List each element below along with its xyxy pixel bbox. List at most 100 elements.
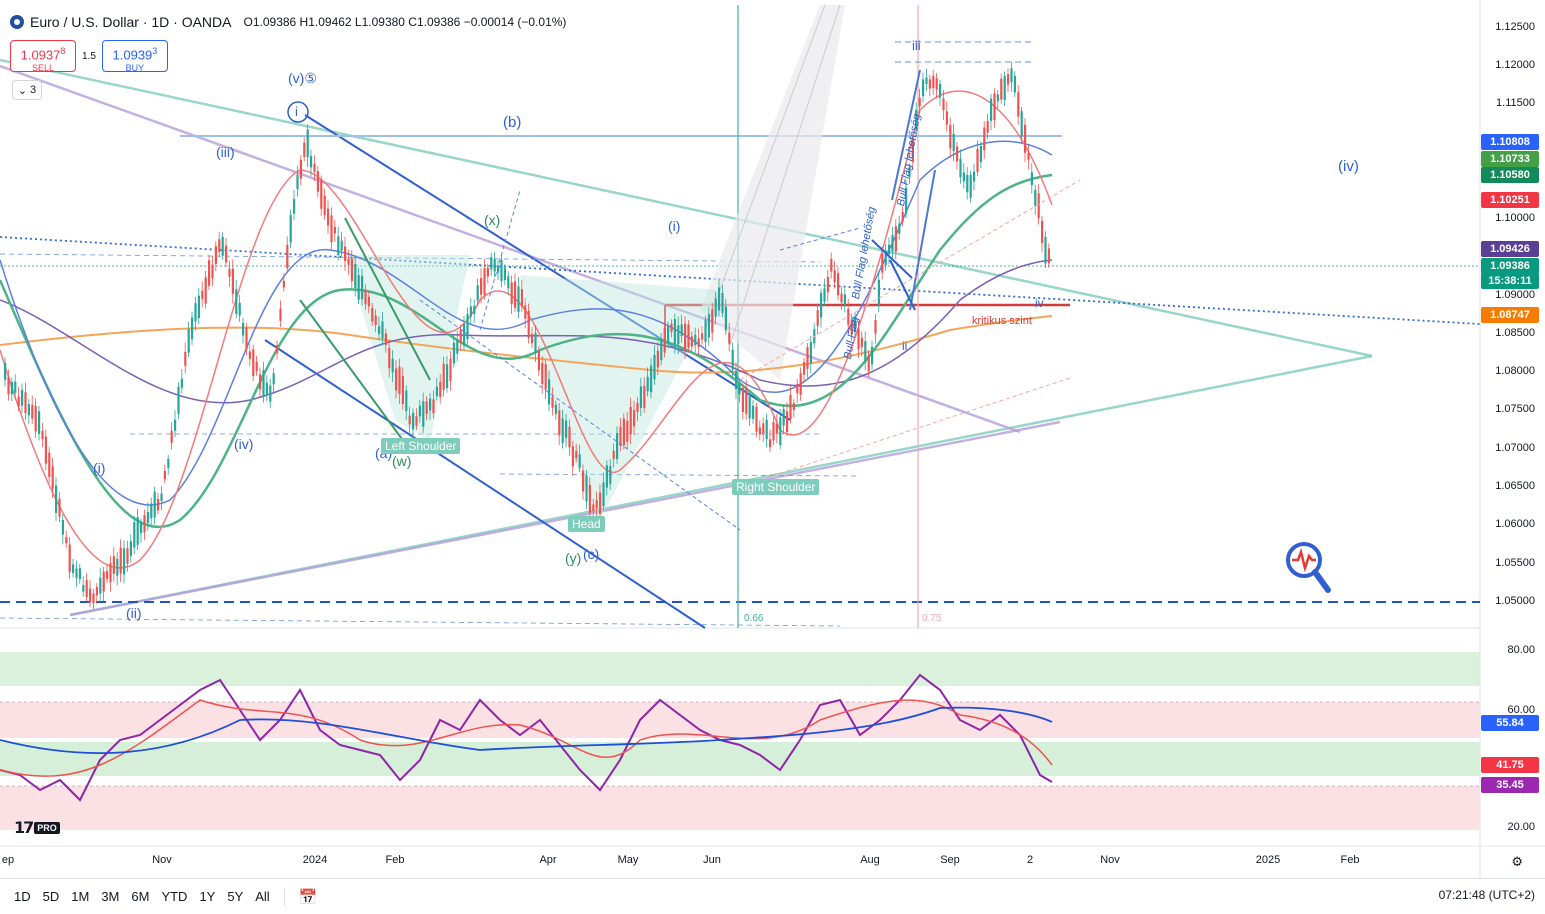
candle-body [901,211,904,222]
clock-timezone[interactable]: 07:21:48 (UTC+2) [1438,888,1535,902]
price-axis-label: 1.12500 [1495,21,1535,33]
candle-body [320,180,323,209]
wave-ii-label: (ii) [126,605,142,621]
candle-body [415,416,418,426]
timeframe-1y[interactable]: 1Y [199,889,216,904]
candle-body [748,395,751,419]
price-badge: 1.10808 [1481,134,1539,150]
candle-body [633,410,636,427]
symbol-title[interactable]: Euro / U.S. Dollar · 1D · OANDA [30,14,232,30]
candle-body [231,268,234,294]
candle-body [194,303,197,322]
sell-price: 1.0937 [20,47,61,63]
candle-body [1047,248,1050,264]
candle-body [279,308,282,321]
candle-body [10,381,13,395]
candle-body [350,258,353,282]
timeframe-6m[interactable]: 6M [131,889,150,904]
candle-body [847,308,850,325]
indicators-toggle-button[interactable]: ⌄ 3 [12,80,42,100]
candle-body [677,325,680,345]
candle-body [310,155,313,168]
triangle-upper-line [0,58,1373,358]
candle-body [755,406,758,432]
candle-body [361,275,364,300]
timeframe-1d[interactable]: 1D [14,889,31,904]
candle-body [238,302,241,316]
candle-body [269,385,272,402]
head-label: Head [568,516,605,532]
rsi-badge: 41.75 [1481,757,1539,773]
candle-body [850,320,853,335]
candle-body [979,146,982,163]
candle-body [911,138,914,162]
candle-body [1020,111,1023,137]
sell-button[interactable]: 1.09378 SELL [10,40,76,73]
timeframe-ytd[interactable]: YTD [161,889,188,904]
candle-body [367,296,370,307]
candle-body [313,163,316,172]
calendar-range-icon[interactable]: 📅 [298,888,318,906]
candle-body [735,371,738,390]
wave-iii-label: (iii) [216,144,235,160]
candle-body [738,384,741,395]
candle-body [123,548,126,575]
analysis-magnifier-icon[interactable] [1284,540,1332,596]
candle-body [595,500,598,509]
timeframe-all[interactable]: All [255,889,270,904]
candle-body [395,368,398,391]
candle-body [973,171,976,182]
candle-body [864,341,867,363]
candle-body [282,280,285,288]
candle-body [330,215,333,243]
timeframe-1m[interactable]: 1M [71,889,90,904]
candle-body [945,111,948,125]
buy-button[interactable]: 1.09393 BUY [101,40,168,74]
candle-body [391,358,394,373]
candle-body [578,454,581,468]
candle-body [551,396,554,408]
price-axis-label: 1.06000 [1495,518,1535,530]
candle-body [905,187,908,214]
candle-body [82,585,85,592]
candle-body [612,450,615,459]
candle-body [857,328,860,350]
candle-body [714,298,717,317]
timeframe-5d[interactable]: 5D [42,889,60,904]
candle-body [109,563,112,583]
candle-body [44,436,47,464]
candle-body [1007,74,1010,85]
candle-body [622,418,625,446]
candle-body [38,411,41,434]
candle-body [68,544,71,573]
candle-body [48,452,51,478]
candle-body [527,310,530,338]
candle-body [939,83,942,98]
candle-body [639,386,642,409]
timeframe-5y[interactable]: 5Y [227,889,244,904]
candle-body [554,404,557,414]
timeframe-3m[interactable]: 3M [101,889,120,904]
candle-body [837,273,840,296]
candle-body [626,420,629,442]
candle-body [354,263,357,288]
candle-body [500,260,503,282]
candle-body [174,419,177,431]
buy-label: BUY [125,63,145,74]
price-badge: 1.10251 [1481,192,1539,208]
candle-body [476,285,479,301]
candle-body [197,295,200,319]
gear-icon[interactable]: ⚙ [1511,854,1523,869]
candle-body [265,382,268,395]
candle-body [888,244,891,255]
candle-body [752,405,755,419]
candle-body [779,417,782,446]
candle-body [490,257,493,270]
candle-body [588,484,591,513]
candle-body [507,276,510,289]
tradingview-logo[interactable]: 𝟭𝟳 PRO [14,818,60,838]
candle-body [439,381,442,398]
candle-body [303,142,306,158]
candle-body [483,268,486,295]
